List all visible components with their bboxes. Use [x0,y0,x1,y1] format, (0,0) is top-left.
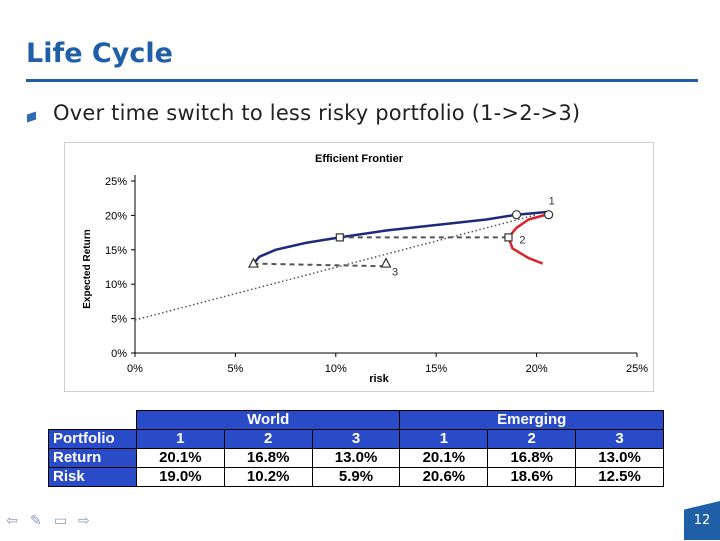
x-tick-label: 10% [325,363,347,375]
marker-triangle [247,257,259,268]
series-line-4 [253,262,387,268]
slide-nav: ⇦ ✎ ▭ ⇨ [6,514,94,528]
table-cell: 20.6% [399,467,489,487]
table-row: Portfolio 1 2 3 1 2 3 [48,429,664,449]
marker-circle [511,210,522,220]
slide-title: Life Cycle [26,38,173,69]
title-rule [26,79,698,82]
bullet-icon [27,111,36,123]
y-tick-label: 20% [105,210,127,222]
row-label-return: Return [48,448,137,468]
table-cell: 3 [575,429,664,449]
y-tick-label: 5% [111,314,127,326]
chart-container: Efficient Frontier risk Expected Return … [64,142,654,392]
series-line-0 [252,210,547,265]
marker-triangle [380,257,392,268]
x-axis-label: risk [369,373,389,385]
table-cell: 5.9% [311,467,401,487]
x-tick-label: 0% [127,363,143,375]
table-cell: 13.0% [311,448,401,468]
x-tick-label: 5% [227,363,243,375]
edit-icon[interactable]: ✎ [30,513,42,529]
row-label-risk: Risk [48,467,137,487]
y-tick-label: 15% [105,245,127,257]
table-cell: 1 [399,429,489,449]
marker-label-3: 3 [392,267,398,279]
marker-label-2: 2 [519,234,525,246]
table-cell: 20.1% [399,448,489,468]
y-tick-label: 25% [105,176,127,188]
marker-circle [544,210,554,220]
group-header-world: World [135,410,401,430]
y-tick-label: 0% [111,348,127,360]
table-row: Return 20.1% 16.8% 13.0% 20.1% 16.8% 13.… [48,448,664,468]
y-axis-label: Expected Return [82,229,93,308]
table-cell: 2 [487,429,577,449]
prev-slide-icon[interactable]: ⇦ [6,513,18,529]
table-cell: 16.8% [223,448,313,468]
table-cell: 2 [223,429,313,449]
group-header-emerging: Emerging [399,410,664,430]
efficient-frontier-chart: Efficient Frontier risk Expected Return … [82,153,648,385]
portfolio-table: World Emerging Portfolio 1 2 3 1 2 3 Ret… [48,410,664,487]
next-slide-icon[interactable]: ⇨ [78,513,90,529]
table-cell: 1 [135,429,225,449]
table-group-row: World Emerging [48,410,664,430]
y-tick-label: 10% [105,279,127,291]
marker-label-1: 1 [549,196,555,208]
chart-title: Efficient Frontier [315,153,404,165]
table-cell: 13.0% [575,448,664,468]
table-row: Risk 19.0% 10.2% 5.9% 20.6% 18.6% 12.5% [48,467,664,487]
table-cell: 19.0% [135,467,225,487]
x-tick-label: 25% [626,363,648,375]
table-corner [48,410,137,430]
table-cell: 16.8% [487,448,577,468]
table-cell: 3 [311,429,401,449]
table-cell: 10.2% [223,467,313,487]
page-number: 12 [684,501,720,540]
table-cell: 20.1% [135,448,225,468]
marker-square [335,233,344,242]
table-cell: 18.6% [487,467,577,487]
marker-square [504,233,513,242]
x-tick-label: 15% [425,363,447,375]
x-tick-label: 20% [526,363,548,375]
bullet-text: Over time switch to less risky portfolio… [53,101,581,125]
row-label-portfolio: Portfolio [48,429,137,449]
series-line-2 [134,213,537,321]
table-cell: 12.5% [575,467,664,487]
series-line-1 [507,212,549,265]
menu-icon[interactable]: ▭ [54,513,68,529]
